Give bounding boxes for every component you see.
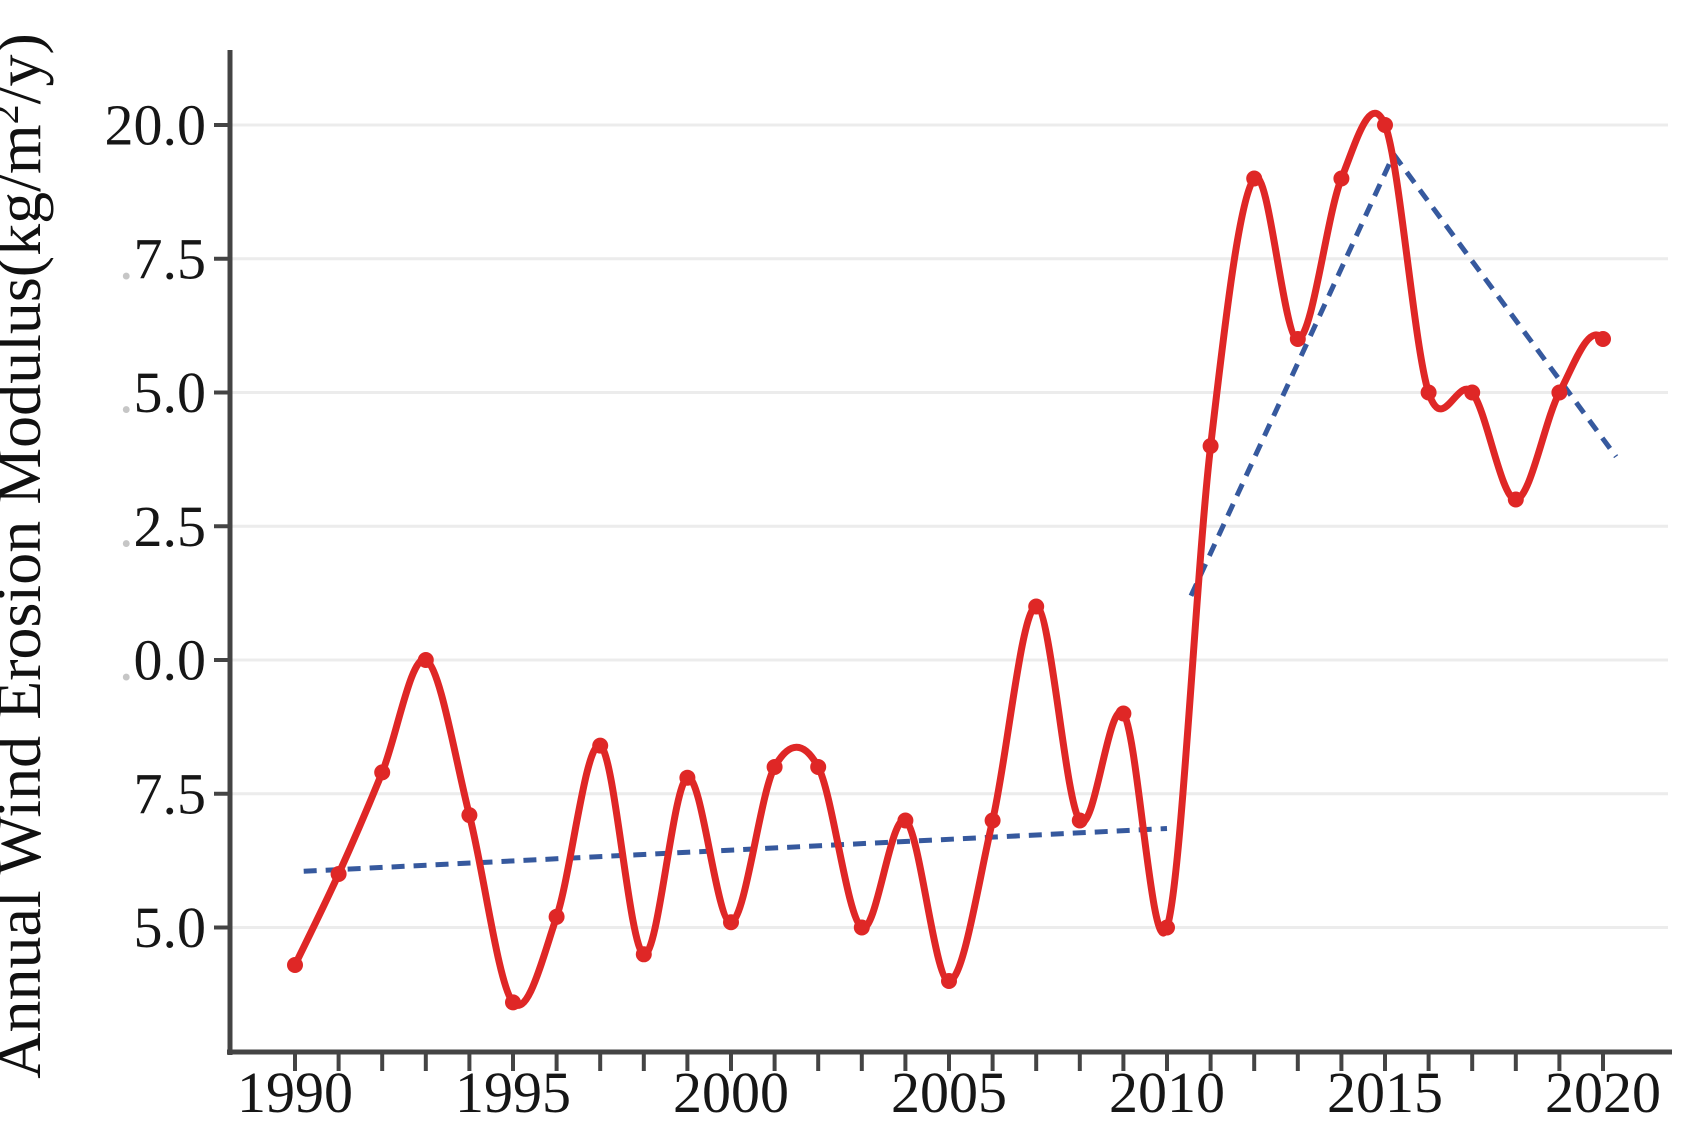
y-tick-label: .0.0 xyxy=(119,628,206,693)
data-point xyxy=(1333,170,1350,187)
x-tick-label: 2000 xyxy=(673,1060,789,1125)
y-axis-ticks: 20.0 .7.5 .5.0 .2.5 .0.0 7.5 5.0 xyxy=(105,93,230,960)
data-point xyxy=(723,914,739,931)
data-point xyxy=(548,908,565,925)
data-point xyxy=(1028,598,1045,615)
trend-line xyxy=(1391,152,1619,459)
data-point xyxy=(810,759,827,775)
x-axis-ticks: 1990 1995 2000 2005 2010 2015 2020 xyxy=(237,1054,1661,1125)
data-point xyxy=(287,957,303,973)
data-point xyxy=(1420,384,1437,401)
data-point xyxy=(417,652,434,668)
data-point-markers xyxy=(287,117,1611,1011)
data-point xyxy=(1551,384,1568,401)
x-tick-label: 2020 xyxy=(1545,1060,1661,1125)
gridlines xyxy=(230,123,1668,929)
data-point xyxy=(853,919,870,936)
y-tick-label: .2.5 xyxy=(119,494,206,559)
x-tick-label: 2015 xyxy=(1327,1060,1443,1125)
data-point xyxy=(505,994,521,1011)
data-point xyxy=(941,973,957,989)
data-point xyxy=(635,946,652,963)
x-tick-label: 1990 xyxy=(237,1060,353,1125)
data-point xyxy=(1071,812,1088,829)
data-point xyxy=(1289,331,1306,347)
data-point xyxy=(1202,438,1219,454)
trend-lines xyxy=(303,152,1619,874)
data-point xyxy=(1507,491,1524,508)
data-point xyxy=(984,812,1001,829)
x-tick-label: 1995 xyxy=(455,1060,571,1125)
data-point xyxy=(1159,919,1175,936)
y-tick-label: .7.5 xyxy=(119,226,206,291)
data-point xyxy=(330,866,347,882)
trend-line xyxy=(1188,153,1396,597)
x-tick-label: 2005 xyxy=(891,1060,1007,1125)
data-point xyxy=(461,807,478,824)
data-point xyxy=(1377,117,1393,133)
data-point xyxy=(1115,705,1132,722)
y-tick-label: .5.0 xyxy=(119,360,206,425)
data-point xyxy=(592,737,609,754)
data-point xyxy=(374,764,391,781)
y-axis-title: Annual Wind Erosion Modulus(kg/m2/y) xyxy=(0,33,54,1079)
series-line xyxy=(291,109,1607,1009)
y-tick-label: 20.0 xyxy=(105,93,207,158)
y-tick-label: 5.0 xyxy=(134,895,207,960)
x-tick-label: 2010 xyxy=(1109,1060,1225,1125)
data-point xyxy=(1595,331,1611,347)
y-tick-label: 7.5 xyxy=(134,761,207,826)
data-point xyxy=(1464,384,1481,401)
data-point xyxy=(897,812,914,829)
data-point xyxy=(1246,170,1263,187)
trend-line xyxy=(303,826,1168,874)
data-point xyxy=(766,759,783,775)
data-point xyxy=(679,769,696,786)
